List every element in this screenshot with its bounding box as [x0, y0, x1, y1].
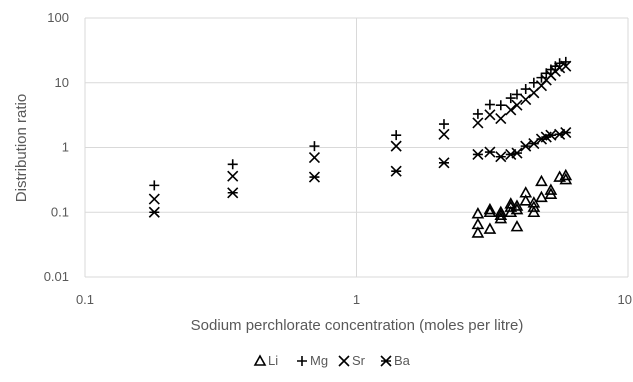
legend-marker-ba: [380, 355, 392, 367]
point-li: [494, 211, 508, 224]
legend-label-sr: Sr: [352, 353, 366, 368]
point-li: [483, 222, 497, 234]
point-ba: [148, 206, 160, 218]
point-li: [471, 217, 485, 230]
y-tick-label: 0.01: [44, 269, 69, 284]
point-sr: [148, 193, 160, 205]
point-li: [519, 194, 533, 206]
point-sr: [505, 104, 517, 116]
point-li: [494, 208, 508, 221]
legend-marker-li: [253, 354, 267, 366]
x-axis-label: Sodium perchlorate concentration (moles …: [191, 317, 524, 334]
point-mg: [309, 141, 320, 152]
point-mg: [505, 93, 516, 104]
point-mg: [391, 130, 402, 141]
legend-marker-mg: [297, 356, 307, 366]
x-tick-label: 0.1: [76, 292, 94, 307]
point-ba: [472, 148, 484, 161]
point-li: [471, 207, 485, 219]
legend-label-ba: Ba: [394, 353, 411, 368]
y-tick-label: 10: [55, 75, 69, 90]
point-sr: [472, 117, 484, 129]
point-li: [483, 205, 497, 218]
y-tick-label: 0.1: [51, 204, 69, 219]
legend-label-li: Li: [268, 353, 278, 368]
point-ba: [308, 171, 321, 183]
tick-labels: 0.01 0.1 1 10 100 0.1 1 10: [44, 10, 632, 307]
data-markers: [148, 56, 573, 238]
y-axis-label: Distribution ratio: [13, 94, 30, 202]
point-mg: [484, 99, 495, 110]
point-sr: [520, 93, 532, 106]
point-ba: [484, 146, 496, 158]
point-li: [483, 202, 497, 215]
point-mg: [149, 180, 160, 191]
point-li: [519, 186, 533, 198]
point-sr: [308, 151, 321, 164]
point-sr: [560, 60, 572, 72]
point-ba: [511, 147, 523, 159]
point-mg: [227, 159, 238, 170]
point-mg: [495, 100, 506, 111]
plot-grid: [84, 17, 629, 278]
point-li: [510, 219, 524, 232]
point-ba: [545, 129, 557, 141]
point-li: [559, 168, 573, 181]
point-ba: [438, 157, 450, 169]
point-mg: [472, 108, 483, 119]
legend: Li Mg Sr Ba: [253, 353, 411, 368]
point-sr: [484, 109, 496, 121]
point-ba: [520, 140, 532, 152]
point-sr: [390, 140, 402, 152]
point-ba: [495, 151, 507, 163]
point-mg: [511, 89, 522, 100]
point-sr: [438, 128, 450, 140]
y-tick-label: 1: [62, 140, 69, 155]
point-li: [535, 174, 548, 187]
legend-label-mg: Mg: [310, 353, 328, 368]
point-li: [471, 226, 485, 238]
point-sr: [495, 112, 507, 125]
point-li: [494, 205, 508, 218]
x-tick-label: 1: [353, 292, 360, 307]
point-li: [544, 183, 558, 195]
x-tick-label: 10: [618, 292, 632, 307]
point-ba: [560, 127, 572, 139]
point-mg: [438, 119, 449, 130]
point-li: [527, 196, 541, 208]
point-sr: [227, 170, 239, 182]
point-sr: [511, 99, 523, 111]
point-ba: [390, 165, 402, 177]
point-mg: [528, 77, 539, 88]
y-tick-label: 100: [47, 10, 69, 25]
point-li: [504, 197, 518, 209]
point-li: [510, 202, 524, 215]
legend-marker-sr: [338, 355, 350, 367]
point-ba: [227, 187, 239, 199]
point-li: [535, 190, 548, 203]
